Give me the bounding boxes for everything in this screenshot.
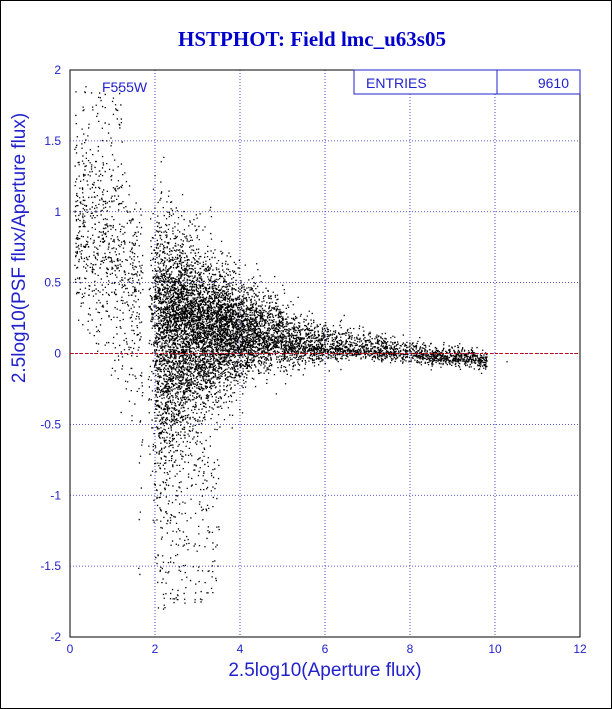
x-tick-label: 12: [573, 642, 587, 656]
x-tick-label: 2: [152, 642, 159, 656]
y-tick-labels: 2 1.5 1 0.5 0 -0.5 -1 -1.5 -2: [40, 63, 61, 644]
stats-label: ENTRIES: [366, 75, 427, 91]
filter-label: F555W: [102, 79, 148, 95]
scatter-points: [74, 85, 508, 610]
y-tick-label: -2: [50, 630, 61, 644]
y-tick-label: 0.5: [44, 276, 61, 290]
x-tick-label: 10: [488, 642, 502, 656]
x-tick-labels: 0 2 4 6 8 10 12: [67, 642, 587, 656]
x-tick-label: 4: [237, 642, 244, 656]
stats-box: ENTRIES 9610: [353, 69, 581, 95]
y-tick-label: -0.5: [40, 417, 61, 431]
y-tick-label: 1.5: [44, 134, 61, 148]
y-axis-label: 2.5log10(PSF flux/Aperture flux): [9, 113, 30, 383]
stats-box-border: [353, 69, 581, 95]
y-tick-label: -1.5: [40, 559, 61, 573]
stats-value: 9610: [538, 75, 569, 91]
plot-area: 0 2 4 6 8 10 12 2 1.5 1 0.5 0 -0.5 -1 -1.5 -2: [40, 63, 587, 656]
y-tick-label: 0: [54, 347, 61, 361]
x-tick-label: 0: [67, 642, 74, 656]
x-axis-label: 2.5log10(Aperture flux): [228, 660, 421, 681]
chart-title: HSTPHOT: Field lmc_u63s05: [178, 27, 446, 51]
y-tick-label: 1: [54, 205, 61, 219]
y-tick-label: 2: [54, 63, 61, 77]
y-tick-label: -1: [50, 488, 61, 502]
x-tick-label: 6: [322, 642, 329, 656]
x-tick-label: 8: [407, 642, 414, 656]
scatter-point-cloud: [74, 85, 508, 610]
